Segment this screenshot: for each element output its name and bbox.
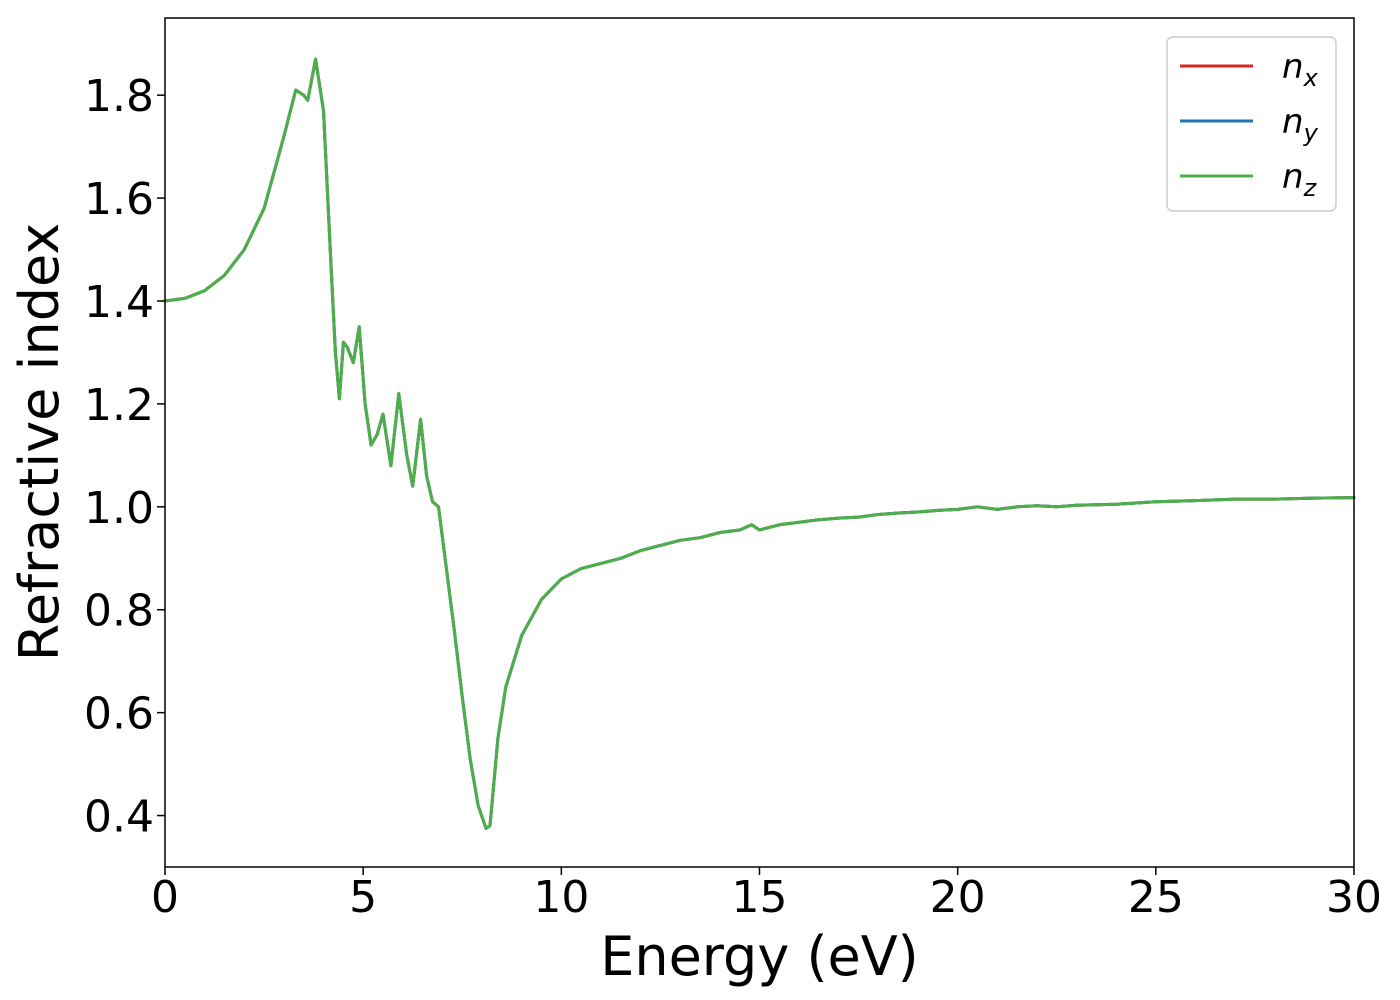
y-tick-label: 1.2 xyxy=(84,380,154,431)
y-tick-label: 1.8 xyxy=(84,71,154,122)
x-tick-label: 15 xyxy=(732,872,788,923)
legend-label-subscript: z xyxy=(1303,174,1318,202)
y-tick-label: 0.8 xyxy=(84,586,154,637)
x-tick-label: 30 xyxy=(1326,872,1382,923)
series-layer xyxy=(163,57,1356,830)
x-tick-label: 5 xyxy=(349,872,377,923)
legend-box xyxy=(1166,36,1337,212)
series-line-z xyxy=(163,57,1356,830)
y-axis: 0.4 0.6 0.8 1.0 1.2 1.4 1.6 1.8 xyxy=(84,71,165,843)
x-tick-label: 0 xyxy=(151,872,179,923)
legend-label-subscript: y xyxy=(1303,119,1319,147)
y-tick-label: 1.6 xyxy=(84,174,154,225)
x-tick-label: 20 xyxy=(930,872,986,923)
legend-label-subscript: x xyxy=(1303,64,1319,92)
y-axis-title: Refractive index xyxy=(8,223,71,662)
y-tick-label: 0.4 xyxy=(84,792,154,843)
y-tick-label: 1.0 xyxy=(84,483,154,534)
x-axis-title: Energy (eV) xyxy=(600,925,919,988)
x-axis: 0 5 10 15 20 25 30 xyxy=(151,867,1382,923)
x-tick-label: 25 xyxy=(1128,872,1184,923)
y-tick-label: 0.6 xyxy=(84,689,154,740)
x-tick-label: 10 xyxy=(533,872,589,923)
y-tick-label: 1.4 xyxy=(84,277,154,328)
